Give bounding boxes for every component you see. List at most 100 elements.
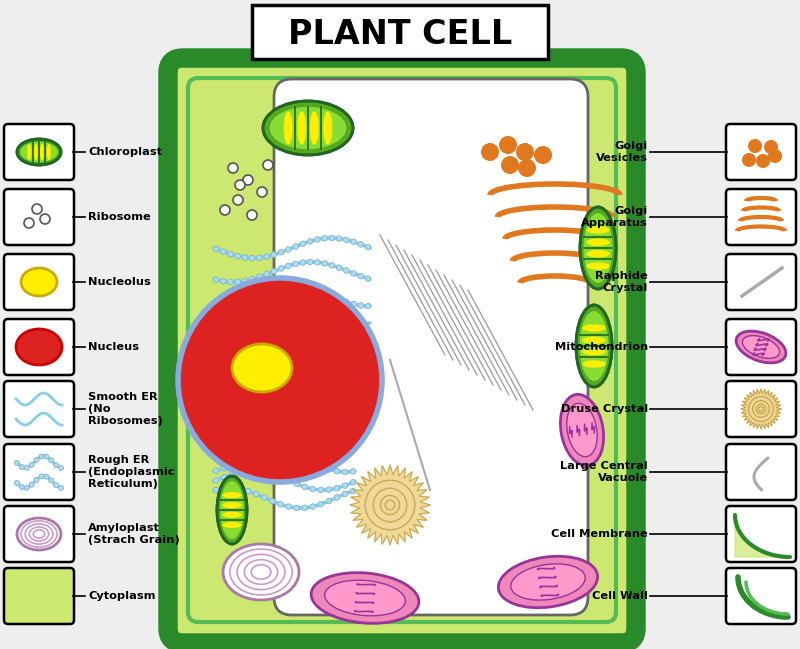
Ellipse shape (510, 564, 586, 600)
Circle shape (58, 485, 63, 491)
Ellipse shape (220, 481, 244, 539)
Circle shape (343, 299, 349, 305)
Circle shape (264, 271, 270, 277)
Circle shape (228, 163, 238, 173)
Circle shape (246, 456, 251, 461)
Circle shape (29, 462, 34, 467)
Circle shape (19, 485, 24, 489)
Circle shape (343, 237, 349, 243)
Circle shape (235, 299, 241, 304)
Circle shape (294, 481, 299, 487)
Circle shape (310, 486, 315, 492)
Circle shape (326, 498, 332, 504)
Circle shape (329, 235, 334, 241)
Circle shape (264, 254, 270, 260)
Circle shape (286, 478, 291, 483)
FancyBboxPatch shape (726, 444, 796, 500)
Circle shape (270, 498, 275, 504)
Ellipse shape (325, 580, 406, 616)
Circle shape (257, 187, 267, 197)
Text: Rough ER
(Endoplasmic
Reticulum): Rough ER (Endoplasmic Reticulum) (88, 455, 174, 489)
Circle shape (263, 160, 273, 170)
Circle shape (307, 239, 313, 244)
FancyBboxPatch shape (4, 254, 74, 310)
Circle shape (242, 278, 248, 284)
Ellipse shape (217, 476, 247, 544)
Circle shape (257, 274, 262, 280)
FancyBboxPatch shape (726, 506, 796, 562)
Circle shape (286, 451, 291, 457)
Circle shape (481, 143, 499, 161)
Circle shape (29, 482, 34, 487)
Circle shape (350, 488, 356, 494)
Circle shape (222, 474, 227, 480)
Circle shape (342, 469, 348, 475)
Circle shape (54, 483, 58, 487)
Circle shape (230, 463, 235, 468)
Ellipse shape (46, 144, 51, 160)
FancyBboxPatch shape (4, 506, 74, 562)
Circle shape (286, 504, 291, 509)
Circle shape (235, 253, 241, 259)
Ellipse shape (736, 331, 786, 363)
Circle shape (336, 265, 342, 271)
Circle shape (756, 154, 770, 168)
Text: PLANT CELL: PLANT CELL (288, 19, 512, 51)
Circle shape (243, 175, 253, 185)
Circle shape (250, 255, 255, 261)
Circle shape (518, 159, 536, 177)
Polygon shape (735, 515, 790, 557)
Text: Chloroplast: Chloroplast (88, 147, 162, 157)
Circle shape (286, 247, 291, 252)
Circle shape (302, 484, 307, 489)
Circle shape (365, 303, 371, 309)
Polygon shape (350, 465, 430, 545)
Circle shape (748, 139, 762, 153)
Circle shape (14, 480, 19, 485)
Ellipse shape (21, 268, 57, 296)
Circle shape (278, 474, 283, 480)
Circle shape (54, 463, 58, 468)
Circle shape (242, 254, 248, 260)
Circle shape (220, 205, 230, 215)
Circle shape (40, 214, 50, 224)
FancyBboxPatch shape (726, 381, 796, 437)
Circle shape (742, 153, 756, 167)
Text: Mitochondrion: Mitochondrion (554, 342, 648, 352)
Circle shape (278, 450, 283, 455)
Circle shape (230, 471, 235, 476)
Ellipse shape (582, 324, 606, 332)
Circle shape (350, 301, 356, 307)
Circle shape (278, 265, 284, 271)
Circle shape (302, 457, 307, 462)
Circle shape (246, 467, 251, 473)
Circle shape (228, 279, 234, 285)
Circle shape (233, 195, 243, 205)
Circle shape (386, 500, 395, 510)
Ellipse shape (27, 144, 31, 160)
Circle shape (318, 487, 323, 493)
Circle shape (24, 485, 30, 490)
Text: Cell Membrane: Cell Membrane (551, 529, 648, 539)
Circle shape (257, 255, 262, 260)
Circle shape (300, 241, 306, 247)
Circle shape (221, 302, 226, 308)
Circle shape (342, 491, 348, 497)
Circle shape (764, 140, 778, 154)
Text: Druse Crystal: Druse Crystal (561, 404, 648, 414)
Ellipse shape (222, 492, 242, 498)
Ellipse shape (582, 337, 606, 344)
FancyBboxPatch shape (4, 568, 74, 624)
Circle shape (294, 454, 299, 459)
Circle shape (254, 491, 259, 497)
Circle shape (318, 464, 323, 469)
Circle shape (250, 276, 255, 282)
Circle shape (24, 218, 34, 228)
Circle shape (270, 449, 275, 455)
Text: Nucleus: Nucleus (88, 342, 139, 352)
Circle shape (271, 269, 277, 274)
Ellipse shape (34, 144, 38, 160)
Circle shape (768, 149, 782, 163)
Circle shape (14, 461, 19, 465)
Circle shape (293, 244, 298, 249)
